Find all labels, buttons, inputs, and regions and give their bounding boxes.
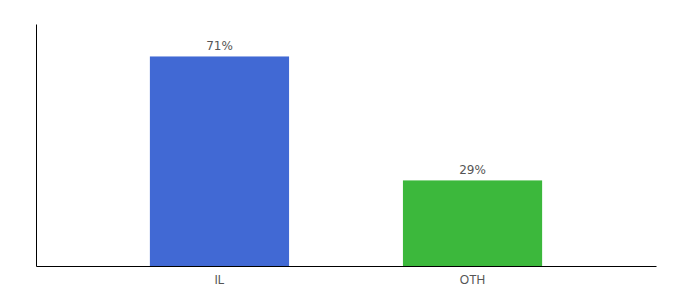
- data-labels: 71% 29%: [206, 39, 486, 177]
- data-label: 71%: [206, 39, 233, 53]
- x-tick: OTH: [460, 273, 485, 287]
- y-axis: [36, 25, 37, 267]
- data-label: 29%: [459, 163, 486, 177]
- bars: [150, 56, 542, 266]
- x-tick: IL: [214, 273, 224, 287]
- y-axis-line: [36, 25, 37, 267]
- plot: IL OTH 71% 29%: [37, 25, 657, 287]
- x-axis-line: [37, 266, 657, 267]
- bar: [403, 180, 542, 266]
- bar: [150, 56, 289, 266]
- x-axis: IL OTH: [37, 267, 657, 287]
- chart: IL OTH 71% 29%: [0, 0, 680, 300]
- x-tick-label: OTH: [460, 273, 485, 287]
- x-tick-label: IL: [214, 273, 224, 287]
